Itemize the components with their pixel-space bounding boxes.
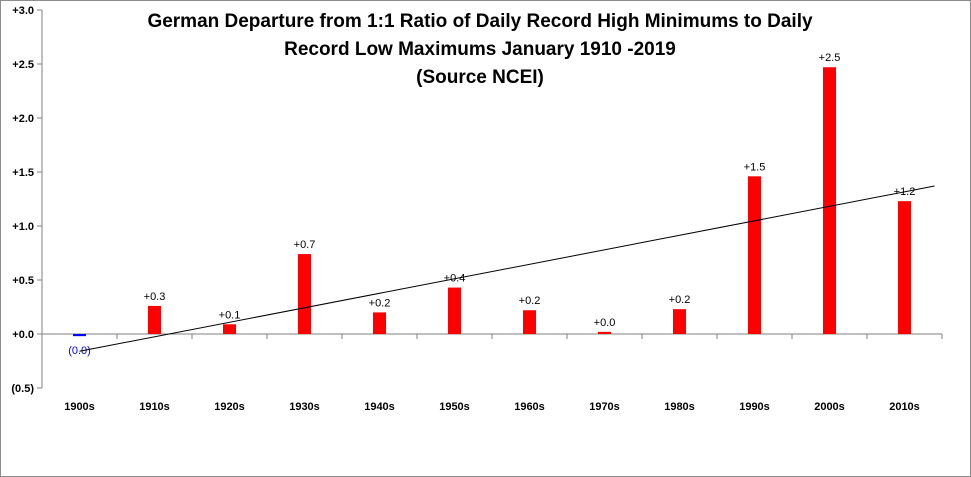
- x-tick-label-1920s: 1920s: [214, 401, 245, 413]
- y-tick-label: +0.5: [12, 275, 34, 287]
- y-tick-label: +0.0: [12, 329, 34, 341]
- x-tick-label-1930s: 1930s: [289, 401, 320, 413]
- bar-2010s: [898, 201, 911, 334]
- bar-1980s: [673, 309, 686, 334]
- x-tick-label-1960s: 1960s: [514, 401, 545, 413]
- y-tick-label: +2.5: [12, 59, 34, 71]
- bar-1950s: [448, 287, 461, 334]
- bar-1930s: [298, 254, 311, 334]
- data-label-1980s: +0.2: [669, 294, 691, 306]
- bar-2000s: [823, 67, 836, 335]
- bar-1920s: [223, 324, 236, 334]
- x-tick-label-1980s: 1980s: [664, 401, 695, 413]
- bar-1960s: [523, 310, 536, 334]
- bar-1970s: [598, 331, 611, 334]
- bar-1910s: [148, 305, 161, 334]
- y-tick-label: +1.5: [12, 167, 34, 179]
- chart-title-line-3: (Source NCEI): [416, 67, 544, 88]
- data-label-1970s: +0.0: [594, 317, 616, 329]
- bar-1990s: [748, 176, 761, 334]
- x-tick-label-1910s: 1910s: [139, 401, 170, 413]
- y-tick-label: (0.5): [11, 383, 34, 395]
- x-tick-label-1950s: 1950s: [439, 401, 470, 413]
- data-label-1960s: +0.2: [519, 295, 541, 307]
- x-tick-label-1990s: 1990s: [739, 401, 770, 413]
- y-tick-label: +3.0: [12, 5, 34, 17]
- x-tick-label-1970s: 1970s: [589, 401, 620, 413]
- data-label-1910s: +0.3: [144, 291, 166, 303]
- chart-title-line-2: Record Low Maximums January 1910 -2019: [284, 39, 676, 60]
- x-tick-label-2000s: 2000s: [814, 401, 845, 413]
- bar-1940s: [373, 312, 386, 334]
- y-tick-label: +1.0: [12, 221, 34, 233]
- x-tick-label-1900s: 1900s: [64, 401, 95, 413]
- x-tick-label-2010s: 2010s: [889, 401, 920, 413]
- data-label-1920s: +0.1: [219, 309, 241, 321]
- trendline: [79, 185, 935, 352]
- x-tick-label-1940s: 1940s: [364, 401, 395, 413]
- bar-1900s: [73, 334, 86, 337]
- data-label-2000s: +2.5: [819, 52, 841, 64]
- data-label-1990s: +1.5: [744, 161, 766, 173]
- chart-title: German Departure from 1:1 Ratio of Daily…: [40, 8, 920, 92]
- data-label-1930s: +0.7: [294, 239, 316, 251]
- y-tick-label: +2.0: [12, 113, 34, 125]
- data-label-1940s: +0.2: [369, 297, 391, 309]
- chart-title-line-1: German Departure from 1:1 Ratio of Daily…: [147, 11, 813, 32]
